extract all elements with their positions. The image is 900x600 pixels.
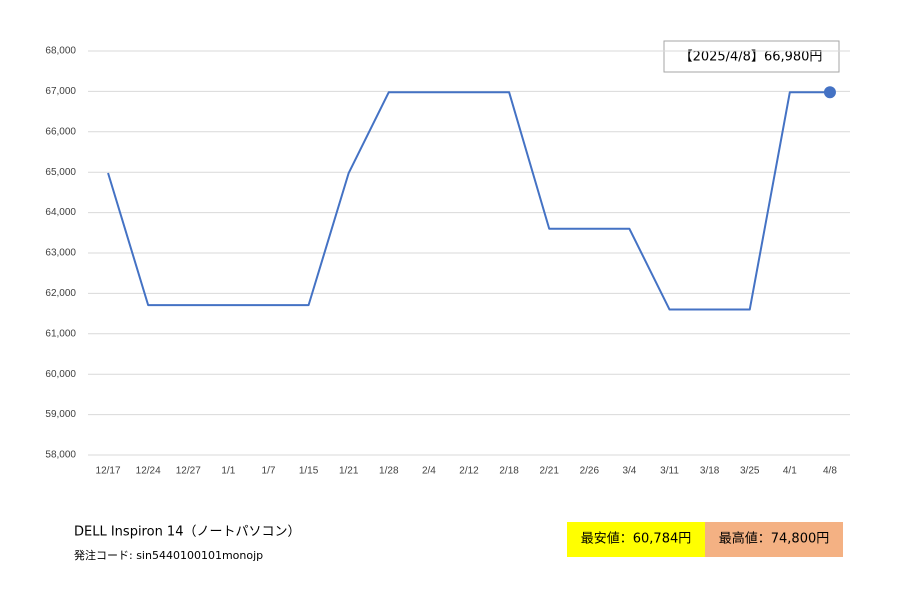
min-price-box: [567, 522, 705, 557]
x-tick-label: 12/24: [136, 466, 161, 477]
line: [107, 91, 830, 311]
y-tick-label: 63,000: [45, 248, 76, 259]
x-tick-label: 4/1: [783, 466, 797, 477]
y-tick-label: 59,000: [45, 409, 76, 420]
x-tick-label: 1/21: [339, 466, 359, 477]
x-tick-label: 2/21: [539, 466, 559, 477]
y-tick-label: 66,000: [45, 126, 76, 137]
x-tick-label: 2/12: [459, 466, 479, 477]
x-tick-label: 1/15: [299, 466, 319, 477]
y-tick-label: 61,000: [45, 328, 76, 339]
order-code: 発注コード: sin5440100101monojp: [74, 548, 263, 562]
x-tick-label: 3/25: [740, 466, 760, 477]
y-tick-label: 58,000: [45, 450, 76, 461]
annotation: 【2025/4/8】66,980円: [680, 50, 823, 65]
y-tick-label: 67,000: [45, 86, 76, 97]
x-tick-label: 1/28: [379, 466, 399, 477]
x-tick-label: 12/27: [176, 466, 201, 477]
annotation-box: [663, 40, 840, 73]
y-tick-label: 60,000: [45, 369, 76, 380]
x-tick-label: 2/26: [580, 466, 600, 477]
max-price: 最高値：74,800円: [719, 531, 830, 547]
x-tick-label: 1/1: [221, 466, 235, 477]
y-tick-label: 65,000: [45, 167, 76, 178]
x-tick-label: 12/17: [96, 466, 121, 477]
y-tick-label: 62,000: [45, 288, 76, 299]
product-name: DELL Inspiron 14（ノートパソコン）: [74, 525, 300, 540]
min-price: 最安値：60,784円: [581, 531, 692, 547]
x-tick-label: 1/7: [262, 466, 276, 477]
y-tick-label: 64,000: [45, 207, 76, 218]
x-tick-label: 3/4: [622, 466, 636, 477]
x-tick-label: 2/18: [499, 466, 519, 477]
max-price-box: [705, 522, 843, 557]
x-tick-label: 2/4: [422, 466, 436, 477]
x-tick-label: 4/8: [823, 466, 837, 477]
x-tick-label: 3/11: [660, 466, 679, 477]
x-tick-label: 3/18: [700, 466, 720, 477]
y-tick-label: 68,000: [45, 46, 76, 57]
point-marker: [823, 86, 836, 99]
